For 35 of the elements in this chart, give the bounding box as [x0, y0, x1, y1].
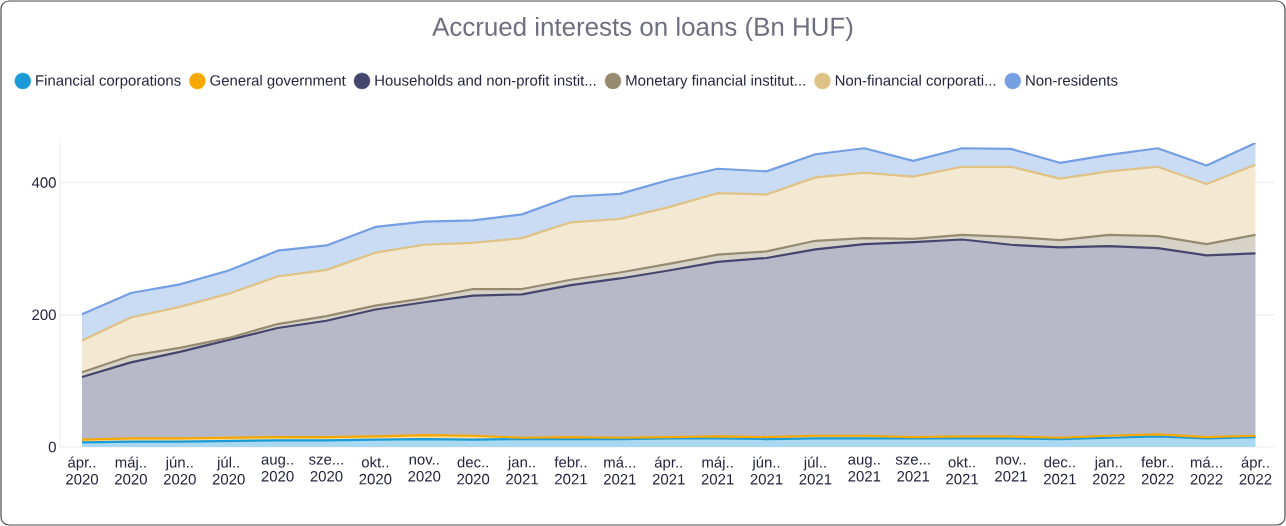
x-tick-label: aug.. 2021 [848, 456, 881, 482]
legend-label: General government [210, 74, 346, 89]
x-tick-label: jan.. 2022 [1092, 456, 1125, 485]
legend-label: Financial corporations [36, 74, 181, 89]
x-tick-label: sze... 2020 [309, 456, 343, 482]
x-tick-label: nov.. 2020 [408, 456, 441, 482]
x-tick-label: dec.. 2021 [1044, 456, 1076, 485]
legend-label: Non-financial corporati... [835, 74, 996, 89]
x-tick-label: sze... 2021 [895, 456, 930, 482]
x-tick-label: nov.. 2021 [995, 456, 1027, 482]
x-tick-label: ápr.. 2020 [66, 456, 99, 485]
x-tick-label: má... 2022 [1190, 456, 1223, 485]
y-tick-label: 200 [32, 309, 56, 321]
x-tick-label: júl.. 2021 [799, 456, 832, 485]
x-tick-label: jún.. 2021 [750, 456, 783, 485]
x-tick-label: aug.. 2020 [261, 456, 294, 482]
x-tick-label: okt.. 2021 [946, 456, 978, 485]
x-tick-label: máj.. 2020 [115, 456, 147, 485]
chart-title: Accrued interests on loans (Bn HUF) [432, 16, 853, 42]
legend-label: Non-residents [1026, 74, 1118, 86]
x-tick-label: má... 2021 [603, 456, 636, 485]
x-tick-label: máj.. 2021 [701, 456, 734, 485]
x-tick-label: júl.. 2020 [212, 456, 245, 485]
y-tick-label: 0 [48, 441, 56, 453]
x-tick-label: jún.. 2020 [163, 456, 196, 485]
x-tick-label: febr.. 2022 [1141, 456, 1174, 485]
y-tick-label: 400 [31, 177, 56, 188]
x-tick-label: okt.. 2020 [359, 456, 392, 485]
x-tick-label: jan.. 2021 [506, 456, 538, 485]
legend-label: Households and non-profit instit... [375, 74, 596, 89]
x-tick-label: febr.. 2021 [554, 456, 587, 485]
x-tick-label: dec.. 2020 [457, 456, 490, 485]
x-tick-label: ápr.. 2022 [1239, 456, 1272, 485]
x-tick-label: ápr.. 2021 [652, 456, 685, 485]
legend-label: Monetary financial institut... [626, 74, 805, 89]
